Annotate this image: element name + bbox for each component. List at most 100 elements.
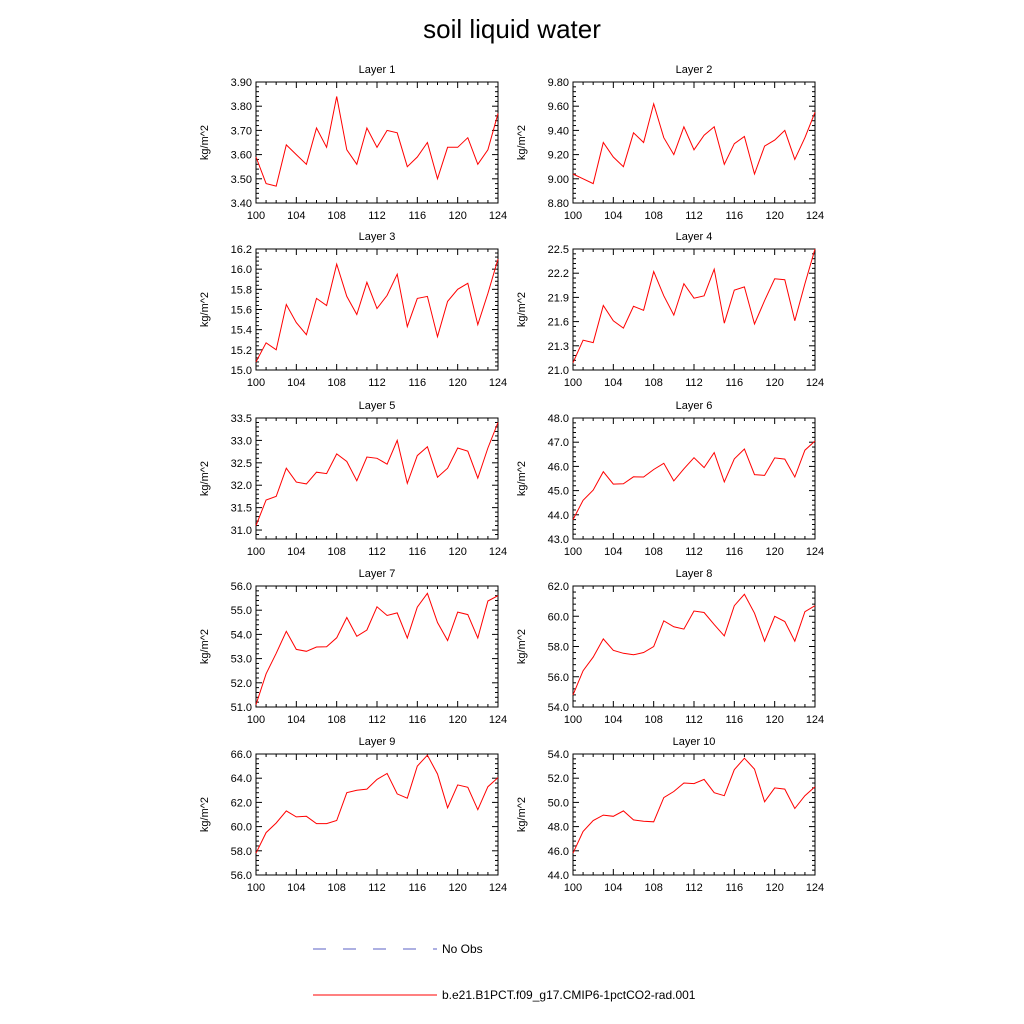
x-tick-label: 100 bbox=[247, 210, 265, 222]
x-tick-label: 108 bbox=[327, 882, 345, 894]
x-tick-label: 104 bbox=[287, 377, 305, 389]
x-tick-label: 108 bbox=[327, 377, 345, 389]
y-tick-label: 54.0 bbox=[231, 629, 252, 641]
y-tick-label: 48.0 bbox=[548, 413, 569, 425]
y-axis-label: kg/m^2 bbox=[516, 125, 528, 160]
panel-layer-6: Layer 6 100 104 108 112 116 120 124 43.0 44.0 45.0… bbox=[516, 400, 824, 558]
y-tick-label: 21.6 bbox=[548, 317, 569, 329]
panel-title: Layer 1 bbox=[359, 64, 396, 76]
y-tick-label: 47.0 bbox=[548, 437, 569, 449]
plot-frame bbox=[255, 81, 499, 204]
x-tick-label: 120 bbox=[448, 882, 466, 894]
x-tick-label: 124 bbox=[806, 210, 824, 222]
y-axis-label: kg/m^2 bbox=[516, 797, 528, 832]
y-tick-label: 3.60 bbox=[231, 150, 252, 162]
y-tick-label: 62.0 bbox=[231, 797, 252, 809]
x-tick-label: 120 bbox=[448, 714, 466, 726]
y-tick-label: 22.5 bbox=[548, 244, 569, 256]
y-tick-label: 9.60 bbox=[548, 101, 569, 113]
y-tick-label: 3.40 bbox=[231, 198, 252, 210]
x-tick-label: 108 bbox=[644, 210, 662, 222]
series-line bbox=[572, 101, 816, 185]
x-tick-label: 108 bbox=[327, 546, 345, 558]
y-tick-label: 16.2 bbox=[231, 244, 252, 256]
x-tick-label: 112 bbox=[685, 377, 703, 389]
x-tick-label: 112 bbox=[368, 546, 386, 558]
y-tick-label: 43.0 bbox=[548, 534, 569, 546]
y-tick-label: 21.9 bbox=[548, 292, 569, 304]
y-axis-label: kg/m^2 bbox=[199, 292, 211, 327]
panel-layer-5: Layer 5 100 104 108 112 116 120 124 31.0 31.5 32.0… bbox=[199, 400, 507, 558]
x-tick-label: 112 bbox=[685, 210, 703, 222]
panel-title: Layer 6 bbox=[676, 400, 713, 412]
panel-title: Layer 5 bbox=[359, 400, 396, 412]
x-tick-label: 116 bbox=[409, 714, 427, 726]
y-tick-label: 54.0 bbox=[548, 749, 569, 761]
x-tick-label: 116 bbox=[726, 210, 744, 222]
y-axis-label: kg/m^2 bbox=[199, 629, 211, 664]
x-tick-label: 104 bbox=[287, 882, 305, 894]
y-tick-label: 9.40 bbox=[548, 125, 569, 137]
x-tick-label: 112 bbox=[368, 377, 386, 389]
x-tick-label: 120 bbox=[448, 377, 466, 389]
y-tick-label: 44.0 bbox=[548, 510, 569, 522]
x-tick-label: 108 bbox=[644, 714, 662, 726]
series-line bbox=[572, 593, 816, 696]
x-tick-label: 120 bbox=[448, 546, 466, 558]
x-tick-label: 124 bbox=[806, 882, 824, 894]
x-tick-label: 124 bbox=[489, 377, 507, 389]
panel-layer-3: Layer 3 100 104 108 112 116 120 124 15.0 15.2 15.4… bbox=[199, 231, 507, 389]
y-tick-label: 50.0 bbox=[548, 797, 569, 809]
y-tick-label: 3.70 bbox=[231, 125, 252, 137]
x-tick-label: 112 bbox=[368, 882, 386, 894]
x-tick-label: 104 bbox=[287, 546, 305, 558]
x-tick-label: 116 bbox=[726, 882, 744, 894]
x-tick-label: 116 bbox=[726, 546, 744, 558]
x-tick-label: 124 bbox=[489, 210, 507, 222]
x-tick-label: 116 bbox=[726, 714, 744, 726]
panel-title: Layer 7 bbox=[359, 568, 396, 580]
y-tick-label: 32.5 bbox=[231, 458, 252, 470]
y-tick-label: 56.0 bbox=[548, 672, 569, 684]
panel-layer-4: Layer 4 100 104 108 112 116 120 124 21.0 21.3 21.6… bbox=[516, 231, 824, 389]
y-tick-label: 31.0 bbox=[231, 525, 252, 537]
y-tick-label: 62.0 bbox=[548, 581, 569, 593]
panel-layer-7: Layer 7 100 104 108 112 116 120 124 51.0 52.0 53.0… bbox=[199, 568, 507, 726]
series-line bbox=[255, 422, 499, 526]
legend: No Obs b.e21.B1PCT.f09_g17.CMIP6-1pctCO2-… bbox=[313, 942, 696, 1002]
y-tick-label: 21.3 bbox=[548, 341, 569, 353]
x-tick-label: 100 bbox=[247, 714, 265, 726]
x-tick-label: 108 bbox=[644, 882, 662, 894]
x-tick-label: 120 bbox=[765, 714, 783, 726]
x-tick-label: 100 bbox=[247, 377, 265, 389]
y-tick-label: 64.0 bbox=[231, 773, 252, 785]
y-tick-label: 46.0 bbox=[548, 461, 569, 473]
x-tick-label: 108 bbox=[327, 714, 345, 726]
panel-layer-9: Layer 9 100 104 108 112 116 120 124 56.0 58.0 60.0… bbox=[199, 736, 507, 894]
y-tick-label: 60.0 bbox=[548, 611, 569, 623]
x-tick-label: 124 bbox=[489, 546, 507, 558]
x-tick-label: 124 bbox=[489, 714, 507, 726]
x-tick-label: 124 bbox=[806, 714, 824, 726]
x-tick-label: 112 bbox=[368, 714, 386, 726]
y-tick-label: 15.6 bbox=[231, 305, 252, 317]
x-tick-label: 108 bbox=[644, 546, 662, 558]
series-line bbox=[572, 757, 816, 854]
y-tick-label: 66.0 bbox=[231, 749, 252, 761]
panel-title: Layer 8 bbox=[676, 568, 713, 580]
series-line bbox=[255, 96, 499, 187]
x-tick-label: 112 bbox=[685, 882, 703, 894]
y-tick-label: 9.00 bbox=[548, 174, 569, 186]
y-tick-label: 9.80 bbox=[548, 77, 569, 89]
y-axis-label: kg/m^2 bbox=[199, 125, 211, 160]
x-tick-label: 120 bbox=[765, 377, 783, 389]
legend-label: b.e21.B1PCT.f09_g17.CMIP6-1pctCO2-rad.00… bbox=[442, 988, 696, 1002]
x-tick-label: 116 bbox=[409, 546, 427, 558]
x-tick-label: 108 bbox=[327, 210, 345, 222]
plot-frame bbox=[572, 585, 816, 708]
y-tick-label: 31.5 bbox=[231, 503, 252, 515]
legend-label: No Obs bbox=[442, 942, 483, 956]
x-tick-label: 112 bbox=[685, 714, 703, 726]
plot-frame bbox=[572, 81, 816, 204]
